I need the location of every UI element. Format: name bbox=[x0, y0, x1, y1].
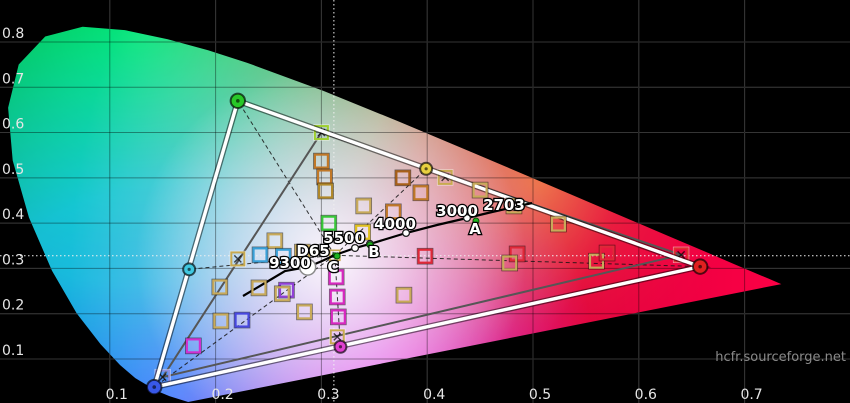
blackbody-tick-circle bbox=[510, 202, 520, 212]
saturation-point bbox=[251, 280, 267, 296]
y-axis-tick-label: 0.5 bbox=[2, 162, 24, 178]
measured-secondary-dot bbox=[424, 167, 428, 171]
measured-temperature-dot bbox=[472, 217, 480, 225]
temperature-label-4000: 4000 bbox=[374, 215, 416, 233]
hcfr-watermark: hcfr.sourceforge.net bbox=[715, 350, 846, 365]
saturation-point bbox=[252, 247, 268, 263]
temperature-label-a: A bbox=[469, 220, 481, 238]
saturation-point bbox=[506, 198, 522, 214]
saturation-point bbox=[328, 269, 344, 285]
x-axis-tick-label: 0.7 bbox=[740, 387, 762, 403]
temperature-label-c: C bbox=[328, 258, 339, 276]
temperature-label-5500: 5500 bbox=[323, 229, 365, 247]
saturation-point bbox=[275, 248, 291, 264]
measured-gamut-outline bbox=[151, 98, 707, 390]
x-axis-tick-label: 0.2 bbox=[211, 387, 233, 403]
saturation-point bbox=[296, 304, 313, 320]
measured-secondary-dot bbox=[338, 345, 343, 349]
y-axis-tick-label: 0.4 bbox=[2, 207, 24, 223]
saturation-point bbox=[234, 312, 250, 328]
measured-primary-dot bbox=[236, 99, 240, 103]
blackbody-tick-circle bbox=[350, 243, 360, 253]
blackbody-tick-circle bbox=[462, 213, 472, 223]
saturation-point bbox=[395, 170, 411, 186]
measured-secondary-dot bbox=[187, 267, 191, 271]
saturation-point bbox=[321, 215, 337, 231]
saturation-point bbox=[185, 338, 201, 354]
y-axis-tick-label: 0.6 bbox=[2, 117, 24, 133]
temperature-label-9300: 9300 bbox=[269, 254, 311, 272]
spoke-line-green bbox=[237, 100, 336, 256]
saturation-point bbox=[356, 198, 372, 214]
temperature-label-d65: D65 bbox=[296, 242, 329, 260]
measured-primary-dot bbox=[152, 385, 157, 389]
measured-gamut-triangle bbox=[146, 92, 711, 396]
saturation-point bbox=[599, 245, 615, 261]
spoke-line-blue bbox=[153, 254, 336, 388]
saturation-point bbox=[212, 279, 228, 295]
x-axis-tick-label: 0.4 bbox=[423, 387, 445, 403]
axis-tick-labels: 0.1 0.2 0.3 0.4 0.5 0.6 0.7 0.1 0.2 0.3 0.4 0.5 0.6 0… bbox=[2, 26, 763, 403]
y-axis-tick-label: 0.8 bbox=[2, 26, 24, 42]
measured-temperature-dot bbox=[366, 241, 374, 249]
x-axis-tick-label: 0.6 bbox=[635, 387, 657, 403]
saturation-point bbox=[413, 185, 429, 201]
saturation-point bbox=[267, 233, 283, 249]
temperature-label-2703: 2703 bbox=[483, 196, 525, 214]
saturation-point bbox=[550, 216, 566, 232]
blackbody-locus-curve bbox=[242, 200, 533, 297]
saturation-point bbox=[329, 289, 345, 305]
x-axis-tick-label: 0.1 bbox=[106, 387, 128, 403]
x-axis-tick-label: 0.5 bbox=[529, 387, 551, 403]
saturation-point bbox=[472, 182, 488, 198]
saturation-point bbox=[294, 244, 310, 260]
measured-primary-dot bbox=[698, 264, 702, 269]
saturation-measurement-points bbox=[185, 152, 616, 355]
reference-marker-halo bbox=[229, 250, 247, 268]
saturation-point bbox=[355, 224, 371, 240]
x-axis-tick-label: 0.3 bbox=[317, 387, 339, 403]
saturation-point bbox=[274, 286, 290, 302]
measured-temperature-dot bbox=[333, 252, 341, 260]
y-axis-tick-label: 0.3 bbox=[2, 252, 24, 268]
saturation-point bbox=[330, 309, 346, 325]
saturation-point bbox=[385, 204, 401, 220]
temperature-label-b: B bbox=[368, 243, 379, 261]
saturation-point bbox=[318, 183, 334, 199]
reference-marker-cyan bbox=[230, 251, 246, 267]
saturation-point bbox=[278, 282, 295, 298]
y-axis-tick-label: 0.1 bbox=[2, 343, 24, 359]
blackbody-curve-path bbox=[242, 201, 533, 297]
saturation-point bbox=[396, 287, 412, 303]
saturation-point bbox=[417, 248, 433, 264]
saturation-point bbox=[502, 255, 518, 271]
saturation-point bbox=[313, 153, 329, 169]
blackbody-tick-circle bbox=[401, 228, 411, 238]
saturation-point bbox=[213, 313, 229, 329]
temperature-label-3000: 3000 bbox=[436, 202, 478, 220]
reference-marker-cross bbox=[233, 254, 242, 263]
y-axis-tick-label: 0.2 bbox=[2, 298, 24, 314]
reference-marker-cross bbox=[333, 332, 342, 341]
y-axis-tick-label: 0.7 bbox=[2, 71, 24, 87]
